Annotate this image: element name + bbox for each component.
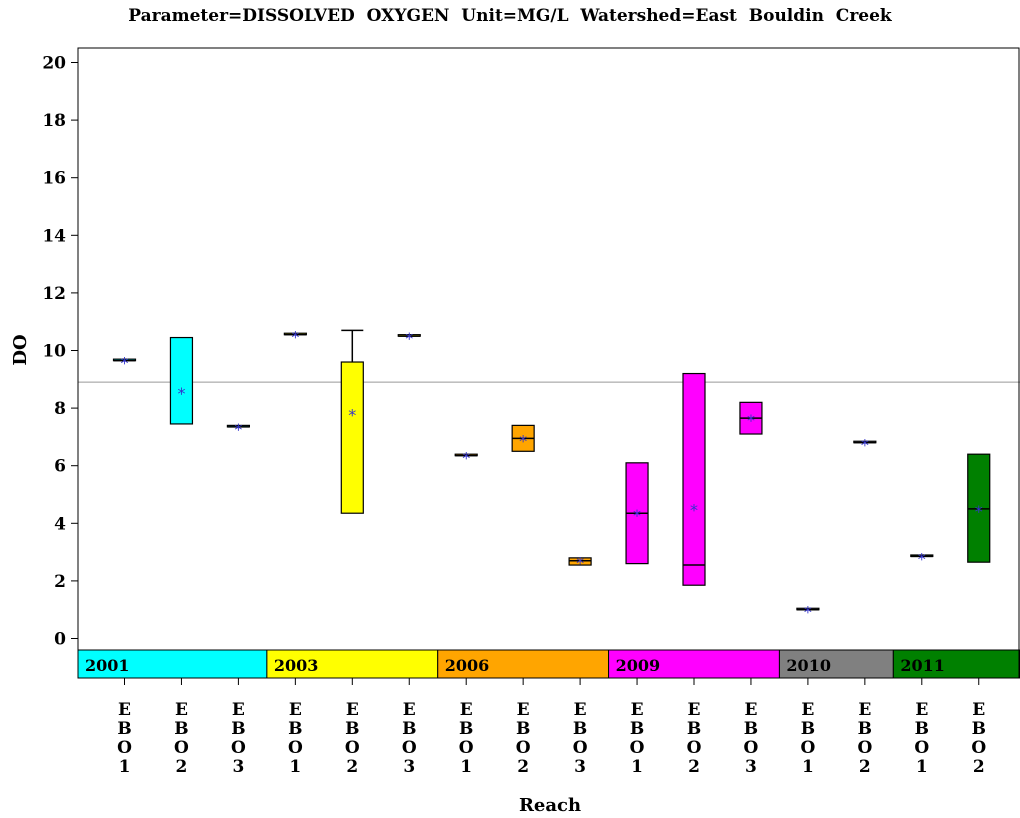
chart-title: Parameter=DISSOLVED OXYGEN Unit=MG/L Wat… bbox=[128, 6, 892, 26]
y-tick-label: 18 bbox=[42, 111, 66, 131]
mean-marker: * bbox=[690, 500, 698, 519]
box-2003-EBO1: * bbox=[283, 328, 307, 347]
box-layer: * * * * * * * * * * * * * * * * bbox=[112, 328, 991, 622]
y-tick-label: 12 bbox=[42, 284, 66, 304]
y-tick-label: 10 bbox=[42, 342, 66, 362]
box-2003-EBO3: * bbox=[397, 329, 421, 348]
mean-marker: * bbox=[747, 411, 755, 430]
year-band-layer: 2001 2003 2006 2009 2010 2011 bbox=[77, 649, 1020, 679]
mean-marker: * bbox=[804, 603, 812, 622]
box-2010-EBO1: * bbox=[796, 603, 820, 622]
box bbox=[169, 336, 194, 425]
y-tick-label: 16 bbox=[42, 169, 66, 189]
plot-frame bbox=[77, 47, 1020, 679]
box-2010-EBO2: * bbox=[853, 436, 877, 455]
year-band-2011 bbox=[892, 649, 1020, 679]
year-label: 2009 bbox=[616, 656, 661, 675]
year-label: 2011 bbox=[900, 656, 945, 675]
year-label: 2006 bbox=[445, 656, 490, 675]
y-tick-label: 6 bbox=[54, 457, 66, 477]
year-band-2010 bbox=[778, 649, 894, 679]
x-axis-title: Reach bbox=[519, 795, 581, 816]
box bbox=[682, 372, 706, 586]
mean-marker: * bbox=[348, 405, 356, 424]
box-2006-EBO2: * bbox=[511, 424, 535, 452]
y-tick-label: 0 bbox=[54, 630, 66, 650]
y-tick-label: 20 bbox=[42, 54, 66, 74]
box-2011-EBO1: * bbox=[910, 549, 934, 568]
mean-marker: * bbox=[405, 329, 413, 348]
y-tick-label: 4 bbox=[54, 514, 66, 534]
y-tick-label: 2 bbox=[54, 572, 66, 592]
box-2009-EBO3: * bbox=[739, 401, 763, 435]
mean-marker: * bbox=[576, 554, 584, 573]
mean-marker: * bbox=[121, 354, 129, 373]
mean-marker: * bbox=[975, 502, 983, 521]
year-label: 2010 bbox=[786, 656, 831, 675]
year-band-2003 bbox=[266, 649, 439, 679]
box-2009-EBO2: * bbox=[682, 372, 706, 586]
box bbox=[340, 361, 364, 514]
box-2006-EBO1: * bbox=[454, 449, 478, 468]
box-2001-EBO1: * bbox=[112, 354, 137, 373]
mean-marker: * bbox=[918, 549, 926, 568]
mean-marker: * bbox=[861, 436, 869, 455]
axis-layer: 0 2 4 6 8 10 12 14 16 18 20 E B O 1 E B O 2 E B O 3 E B O 1 E B O 2 E B O… bbox=[42, 47, 1020, 777]
box-2001-EBO2: * bbox=[169, 336, 194, 425]
y-tick-label: 8 bbox=[54, 399, 66, 419]
y-axis-title: DO bbox=[10, 334, 31, 365]
mean-marker: * bbox=[519, 431, 527, 450]
box-2006-EBO3: * bbox=[568, 554, 592, 573]
year-label: 2003 bbox=[274, 656, 319, 675]
mean-marker: * bbox=[177, 384, 185, 403]
y-tick-label: 14 bbox=[42, 226, 66, 246]
mean-marker: * bbox=[462, 449, 470, 468]
box-2003-EBO2: * bbox=[340, 329, 364, 514]
year-band-2009 bbox=[608, 649, 780, 679]
mean-marker: * bbox=[633, 506, 641, 525]
box-2009-EBO1: * bbox=[625, 462, 649, 565]
year-band-2006 bbox=[437, 649, 610, 679]
box-2001-EBO3: * bbox=[226, 420, 250, 439]
mean-marker: * bbox=[234, 420, 242, 439]
mean-marker: * bbox=[291, 328, 299, 347]
box-2011-EBO2: * bbox=[967, 453, 991, 563]
year-label: 2001 bbox=[85, 656, 130, 675]
